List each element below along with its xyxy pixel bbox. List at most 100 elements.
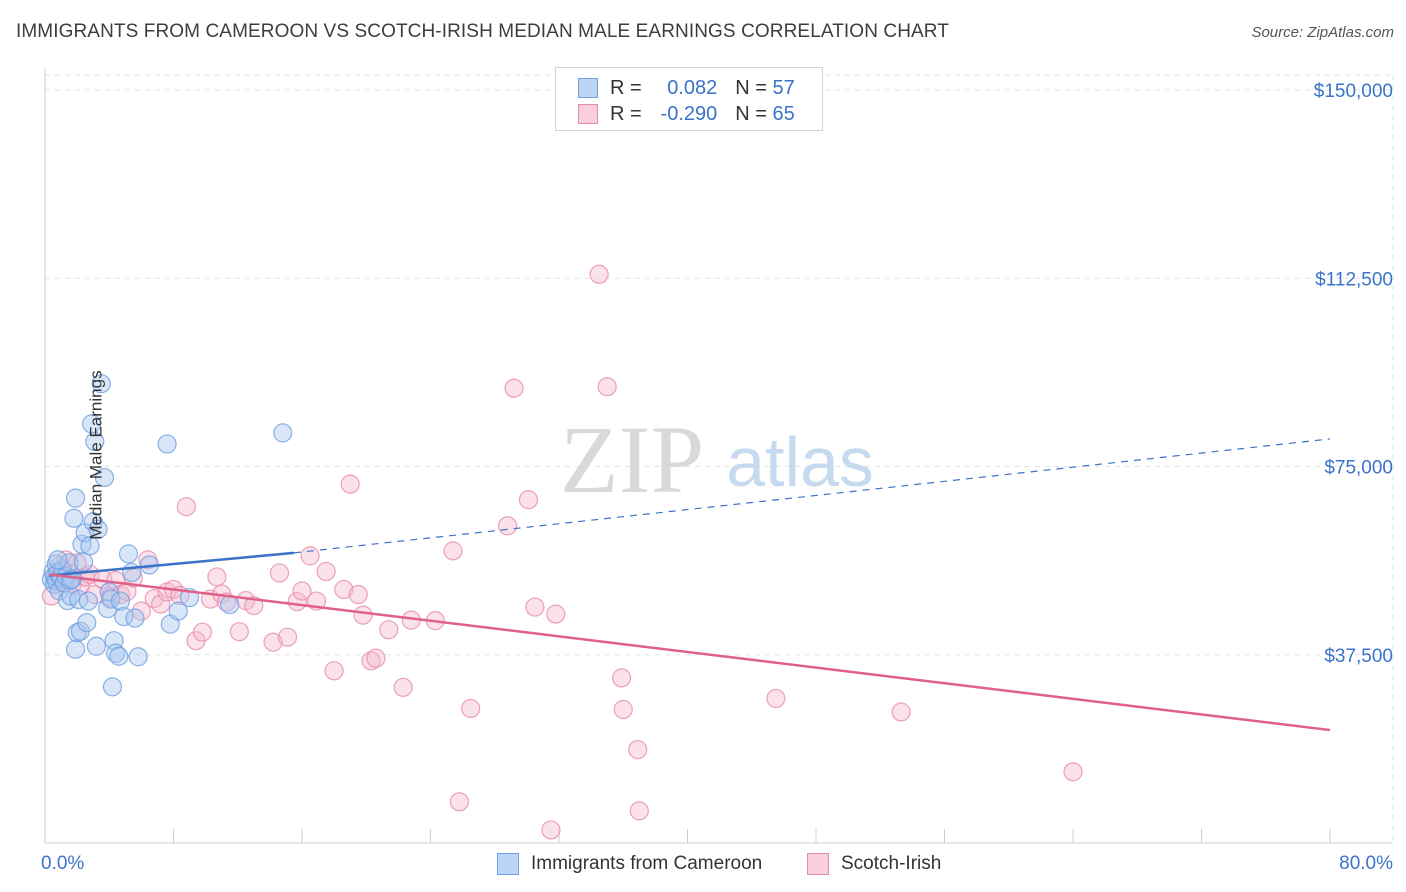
scotch-irish-point [379,620,399,640]
scotch-irish-point [244,595,264,616]
scotch-irish-point [891,702,911,722]
cameroon-point [67,623,87,643]
cameroon-point [118,544,139,564]
r-value: 0.082 [667,76,718,99]
cameroon-point [78,591,98,611]
scotch-irish-point [525,597,545,617]
cameroon-point [65,488,86,508]
cameroon-point [101,589,121,609]
scotch-irish-point [597,377,617,397]
scotch-irish-point [366,648,386,668]
cameroon-point [73,552,94,572]
cameroon-point [91,374,111,394]
scotch-irish-point [628,740,648,760]
n-label: N = [735,76,767,99]
scotch-irish-point [629,801,649,821]
r-label: R = [610,76,642,99]
y-tick-label: $150,000 [1314,81,1393,102]
chart-title: IMMIGRANTS FROM CAMEROON VS SCOTCH-IRISH… [16,21,949,42]
r-value: -0.290 [660,102,718,125]
scotch-irish-point [541,820,561,840]
cameroon-trend-extension [293,438,1331,554]
scotch-irish-point [334,579,354,600]
legend-item-cameroon: Immigrants from Cameroon [497,852,762,876]
y-tick-label: $112,500 [1315,269,1393,290]
scotch-irish-point [613,699,633,720]
scotch-irish-point [518,490,539,510]
axes [44,68,1393,844]
legend-label: Immigrants from Cameroon [531,853,763,874]
cameroon-point [273,423,293,443]
cameroon-point [88,519,108,539]
cameroon-swatch [578,78,598,98]
scotch-irish-point [353,605,373,625]
scotch-irish-point [292,581,312,601]
scotch-irish-point [589,264,609,284]
scotch-irish-point [504,378,524,398]
scotch-irish-point [300,546,320,566]
watermark: ZIP atlas [560,406,874,513]
legend-row-scotch-irish: R = -0.290 N = 65 [578,102,795,126]
scotch-irish-point [461,698,481,719]
cameroon-point [109,646,129,666]
cameroon-point [168,601,188,621]
gridlines [45,74,1394,843]
scotch-irish-swatch [578,104,598,124]
cameroon-point [59,553,79,573]
scotch-irish-point [151,594,171,614]
y-tick-label: $37,500 [1324,646,1393,667]
cameroon-point [125,608,145,628]
correlation-legend: R = 0.082 N = 57 R = -0.290 N = 65 [555,67,823,131]
cameroon-point [77,613,97,633]
cameroon-swatch [497,853,519,875]
cameroon-point [69,589,89,610]
scotch-irish-point [546,604,566,624]
scotch-irish-point [229,622,249,642]
scotch-irish-trend-line [49,573,1331,732]
cameroon-point [157,434,177,454]
cameroon-point [106,643,126,663]
scotch-irish-point [176,497,196,517]
scotch-irish-point [393,677,413,697]
scotch-irish-point [316,561,336,582]
cameroon-trend-line [49,551,295,577]
cameroon-point [86,636,107,656]
cameroon-point [128,647,148,667]
watermark-zip: ZIP [560,406,704,513]
scotch-irish-point [277,627,298,647]
scotch-irish-point [612,668,632,688]
scotch-irish-point [340,474,360,494]
cameroon-point [110,591,131,611]
legend-item-scotch-irish: Scotch-Irish [807,852,941,876]
legend-label: Scotch-Irish [841,853,942,874]
cameroon-points [41,374,293,697]
cameroon-point [64,508,84,528]
scotch-irish-point [498,516,518,536]
scotch-irish-point [1063,762,1083,782]
scotch-irish-point [449,792,470,812]
scotch-irish-points [41,264,1083,840]
scotch-irish-point [348,584,368,605]
n-value: 65 [772,102,795,125]
watermark-atlas: atlas [726,423,874,501]
trend-lines [49,438,1331,732]
scotch-irish-point [263,632,283,652]
tick-labels: $37,500 $75,000 $112,500 $150,000 0.0% 80.0% [41,81,1393,874]
n-label: N = [735,102,767,125]
cameroon-point [94,467,115,488]
x-tick-label: 0.0% [41,853,84,874]
y-axis-label: Median Male Earnings [86,370,106,540]
n-value: 57 [772,76,795,99]
cameroon-point [85,431,105,452]
cameroon-point [65,639,86,659]
y-tick-label: $75,000 [1324,458,1393,479]
scotch-irish-point [766,688,786,709]
scotch-irish-swatch [807,853,829,875]
cameroon-point [48,550,68,570]
r-label: R = [610,102,642,125]
scotch-irish-point [269,563,290,583]
legend-row-cameroon: R = 0.082 N = 57 [578,76,795,100]
scotch-irish-point [207,567,227,587]
x-tick-label: 80.0% [1339,853,1393,874]
